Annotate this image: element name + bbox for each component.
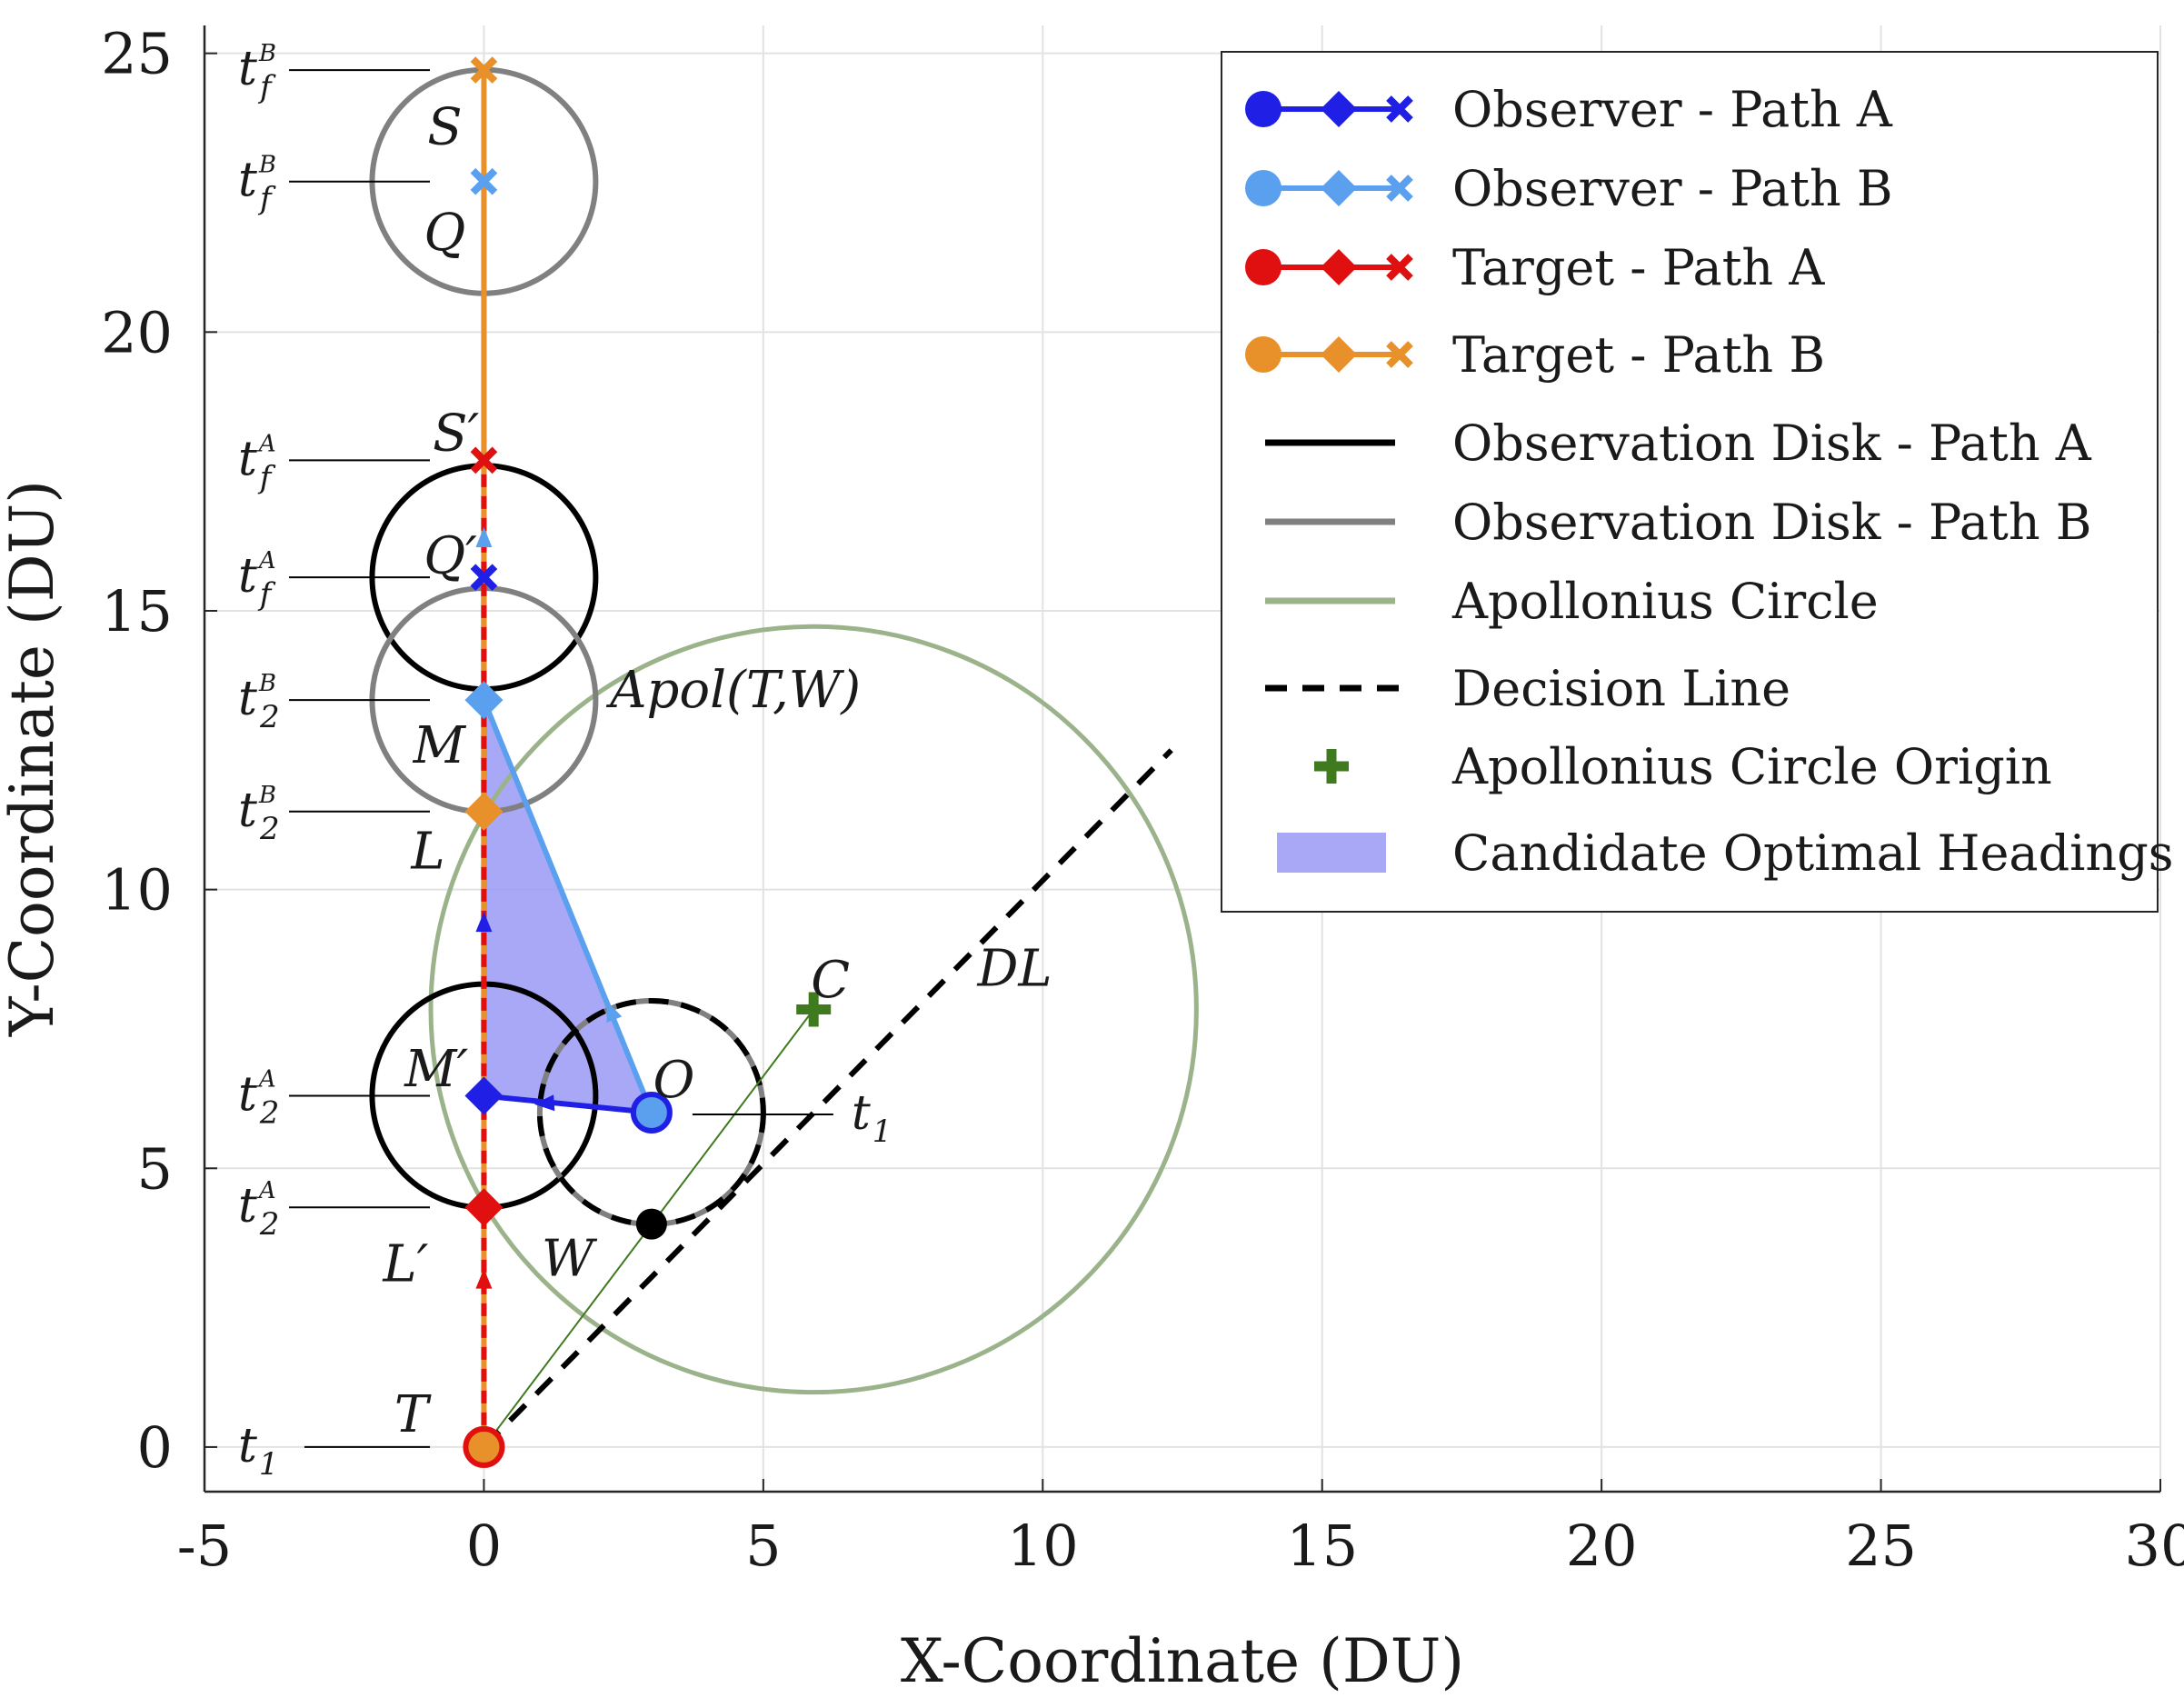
- legend-swatch: [1245, 336, 1281, 373]
- point-label: M: [413, 716, 467, 775]
- x-tick-label: 0: [466, 1513, 502, 1579]
- legend-label: Observer - Path A: [1452, 81, 1893, 138]
- time-label: tA f: [238, 547, 276, 613]
- legend-swatch: [1321, 249, 1357, 285]
- y-tick-label: 25: [101, 21, 173, 87]
- x-tick-label: 20: [1566, 1513, 1638, 1579]
- point-label: L: [410, 823, 444, 882]
- point-label: S: [427, 97, 462, 156]
- target-a-final-marker: [470, 446, 498, 474]
- legend-label: Observation Disk - Path B: [1452, 494, 2091, 551]
- legend-swatch: [1386, 341, 1413, 368]
- target-arrow: [475, 1268, 493, 1289]
- point-label: Q′: [424, 527, 477, 586]
- observer-b-turn-marker: [464, 681, 504, 720]
- legend-swatch: [1277, 833, 1386, 873]
- x-tick-label: 10: [1007, 1513, 1079, 1579]
- legend-swatch: [1245, 249, 1281, 285]
- legend-box: [1221, 51, 2159, 913]
- decision-line: [482, 748, 1173, 1450]
- legend-swatch: [1386, 254, 1413, 281]
- legend-label: Target - Path A: [1452, 239, 1825, 296]
- target-b-final-marker: [470, 56, 498, 84]
- legend-swatch: [1321, 170, 1357, 206]
- time-label: t1: [852, 1086, 893, 1150]
- time-label: t1: [238, 1419, 279, 1483]
- time-label: tA 2: [238, 1066, 279, 1132]
- observer-b-arrow: [606, 1001, 623, 1024]
- legend-label: Observer - Path B: [1452, 160, 1893, 217]
- legend-swatch: [1386, 175, 1413, 202]
- legend-swatch: [1386, 95, 1413, 123]
- x-tick-label: 5: [745, 1513, 781, 1579]
- time-label: tA 2: [238, 1177, 279, 1243]
- x-tick-label: 15: [1286, 1513, 1358, 1579]
- time-label: tA f: [238, 430, 276, 495]
- legend-label: Target - Path B: [1452, 326, 1825, 384]
- y-axis-label: Y-Coordinate (DU): [0, 480, 67, 1037]
- point-w-marker: [635, 1208, 667, 1240]
- point-label: W: [542, 1229, 598, 1288]
- time-label: tB 2: [238, 782, 280, 847]
- point-label: Q: [424, 204, 465, 263]
- target-a-turn-marker: [464, 1188, 504, 1227]
- legend-swatch: [1321, 336, 1357, 373]
- legend-label: Candidate Optimal Headings: [1452, 824, 2174, 882]
- x-tick-label: -5: [177, 1513, 232, 1579]
- legend-label: Apollonius Circle Origin: [1451, 738, 2052, 795]
- y-tick-label: 20: [101, 299, 173, 365]
- point-label: M′: [404, 1040, 468, 1099]
- point-label: C: [811, 951, 850, 1010]
- apollonius-origin-marker: [796, 992, 832, 1027]
- observer-a-final-marker: [470, 564, 498, 592]
- legend-swatch: [1245, 170, 1281, 206]
- observer-b-final-marker: [470, 167, 498, 195]
- target-start-marker: [463, 1425, 505, 1468]
- x-axis-label: X-Coordinate (DU): [901, 1626, 1464, 1696]
- plot-area: [369, 56, 1199, 1468]
- legend-swatch: [1314, 749, 1349, 784]
- observer-b-arrow: [475, 526, 493, 547]
- point-label: DL: [976, 939, 1052, 998]
- legend-label: Decision Line: [1452, 660, 1790, 717]
- legend-swatch: [1245, 91, 1281, 127]
- legend-swatch: [1321, 91, 1357, 127]
- legend-label: Apollonius Circle: [1451, 573, 1879, 630]
- x-tick-label: 25: [1845, 1513, 1917, 1579]
- y-tick-label: 0: [137, 1414, 173, 1481]
- legend: Observer - Path A Observer - Path B Target…: [1221, 51, 2174, 913]
- apollonius-label: Apol(T,W): [605, 661, 861, 720]
- y-tick-label: 5: [137, 1135, 173, 1202]
- observer-start-marker: [630, 1091, 673, 1134]
- observer-a-turn-marker: [464, 1076, 504, 1115]
- point-label: O: [653, 1051, 695, 1110]
- point-label: L′: [382, 1235, 428, 1294]
- point-label: S′: [433, 405, 479, 464]
- target-b-turn-marker: [464, 792, 504, 831]
- y-tick-label: 10: [101, 857, 173, 924]
- x-tick-label: 30: [2125, 1513, 2184, 1579]
- apollonius-circle: [428, 624, 1199, 1395]
- y-tick-label: 15: [101, 578, 173, 644]
- point-label: T: [394, 1385, 432, 1444]
- observer-a-arrow: [475, 912, 493, 933]
- time-label: tB 2: [238, 670, 280, 735]
- legend-label: Observation Disk - Path A: [1452, 415, 2092, 472]
- observer-a-arrow: [534, 1094, 555, 1112]
